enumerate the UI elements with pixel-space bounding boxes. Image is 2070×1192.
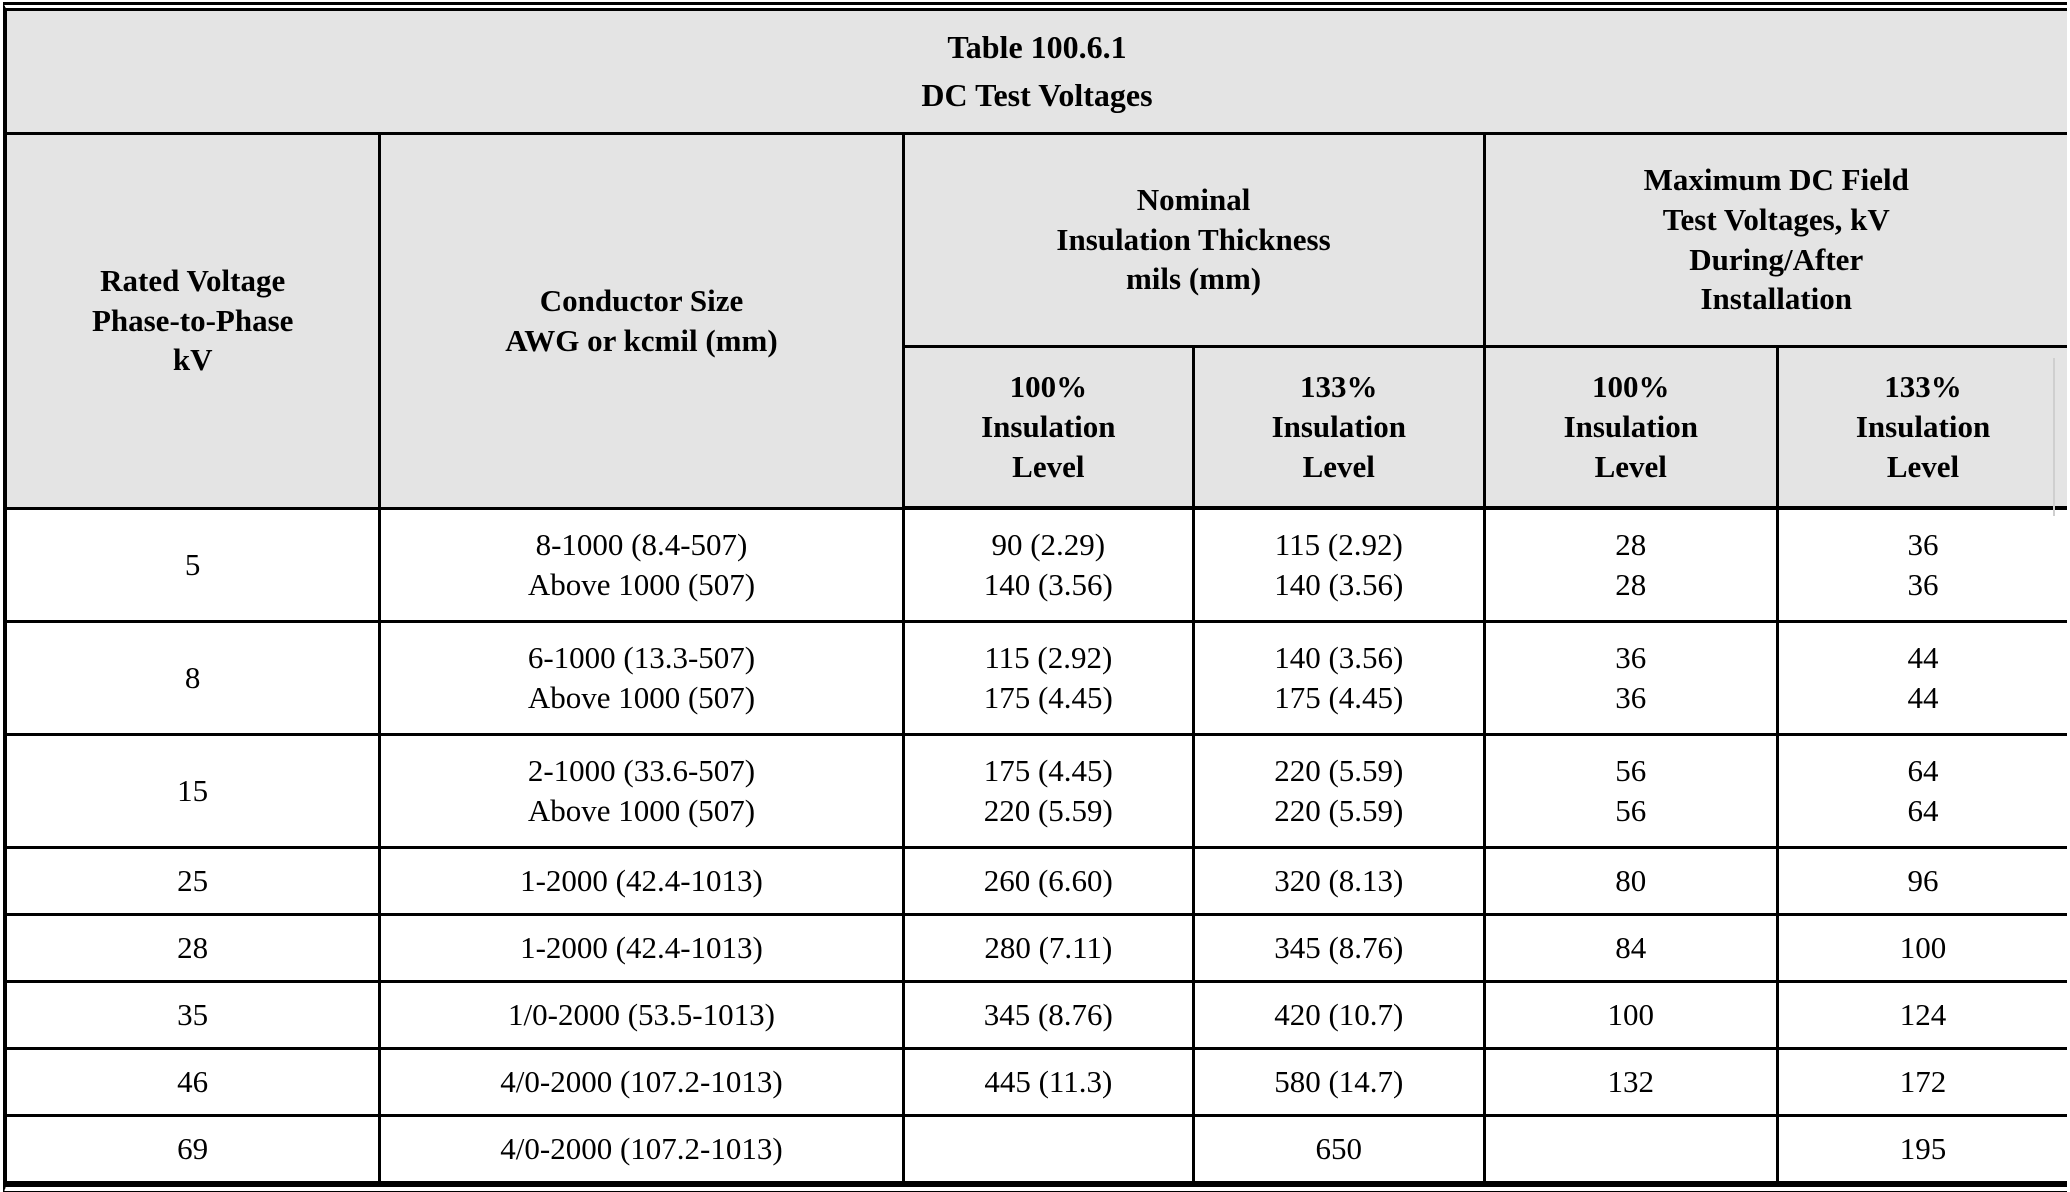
- cell-nominal-100: 280 (7.11): [901, 912, 1196, 983]
- subheader-maxdc-100: 100% Insulation Level: [1482, 344, 1780, 510]
- cell-nominal-100: [901, 1113, 1196, 1184]
- cell-maxdc-100: 56 56: [1482, 732, 1780, 849]
- cell-maxdc-100: 36 36: [1482, 619, 1780, 736]
- cell-conductor-size: 1/0-2000 (53.5-1013): [378, 979, 905, 1050]
- cell-conductor-size: 2-1000 (33.6-507) Above 1000 (507): [378, 732, 905, 849]
- cell-maxdc-100: 132: [1482, 1046, 1780, 1117]
- cell-rated-voltage: 28: [7, 912, 382, 983]
- cell-maxdc-133: 64 64: [1776, 732, 2067, 849]
- cell-nominal-133: 650: [1192, 1113, 1486, 1184]
- cell-maxdc-133: 44 44: [1776, 619, 2067, 736]
- cell-conductor-size: 8-1000 (8.4-507) Above 1000 (507): [378, 506, 905, 623]
- cell-rated-voltage: 8: [7, 619, 382, 736]
- subheader-nominal-133: 133% Insulation Level: [1192, 344, 1486, 510]
- cell-nominal-133: 420 (10.7): [1192, 979, 1486, 1050]
- header-group-row: Rated Voltage Phase-to-Phase kV Conducto…: [7, 131, 2067, 510]
- table-row: 15 2-1000 (33.6-507) Above 1000 (507) 17…: [7, 732, 2067, 849]
- header-rated-voltage: Rated Voltage Phase-to-Phase kV: [7, 131, 382, 510]
- cell-conductor-size: 6-1000 (13.3-507) Above 1000 (507): [378, 619, 905, 736]
- subheader-nominal-100: 100% Insulation Level: [903, 344, 1196, 510]
- cell-maxdc-133: 36 36: [1776, 506, 2067, 623]
- cell-conductor-size: 4/0-2000 (107.2-1013): [378, 1046, 905, 1117]
- cell-nominal-100: 175 (4.45) 220 (5.59): [901, 732, 1196, 849]
- cell-maxdc-133: 100: [1776, 912, 2067, 983]
- cell-nominal-133: 115 (2.92) 140 (3.56): [1192, 506, 1486, 623]
- cell-nominal-100: 90 (2.29) 140 (3.56): [901, 506, 1196, 623]
- subheader-maxdc-133: 133% Insulation Level: [1776, 344, 2067, 510]
- cell-rated-voltage: 69: [7, 1113, 382, 1184]
- subheader-row: 100% Insulation Level 133% Insulation Le…: [7, 344, 2067, 510]
- table-row: 69 4/0-2000 (107.2-1013) 650 195: [7, 1113, 2067, 1184]
- table-row: 25 1-2000 (42.4-1013) 260 (6.60) 320 (8.…: [7, 845, 2067, 916]
- header-conductor-size: Conductor Size AWG or kcmil (mm): [378, 131, 905, 510]
- cell-nominal-133: 220 (5.59) 220 (5.59): [1192, 732, 1486, 849]
- cell-nominal-133: 140 (3.56) 175 (4.45): [1192, 619, 1486, 736]
- cell-rated-voltage: 15: [7, 732, 382, 849]
- table-row: 35 1/0-2000 (53.5-1013) 345 (8.76) 420 (…: [7, 979, 2067, 1050]
- cell-maxdc-100: 100: [1482, 979, 1780, 1050]
- cell-nominal-133: 320 (8.13): [1192, 845, 1486, 916]
- cell-nominal-100: 445 (11.3): [901, 1046, 1196, 1117]
- cell-maxdc-133: 172: [1776, 1046, 2067, 1117]
- title-row: Table 100.6.1 DC Test Voltages: [7, 11, 2067, 135]
- table-row: 46 4/0-2000 (107.2-1013) 445 (11.3) 580 …: [7, 1046, 2067, 1117]
- cell-nominal-100: 260 (6.60): [901, 845, 1196, 916]
- table-row: 28 1-2000 (42.4-1013) 280 (7.11) 345 (8.…: [7, 912, 2067, 983]
- cell-rated-voltage: 35: [7, 979, 382, 1050]
- table-row: 8 6-1000 (13.3-507) Above 1000 (507) 115…: [7, 619, 2067, 736]
- table-row: 5 8-1000 (8.4-507) Above 1000 (507) 90 (…: [7, 506, 2067, 623]
- cell-nominal-133: 580 (14.7): [1192, 1046, 1486, 1117]
- cell-maxdc-133: 96: [1776, 845, 2067, 916]
- table-container: Table 100.6.1 DC Test Voltages Rated Vol…: [3, 2, 2067, 1192]
- header-nominal-insulation-group: Nominal Insulation Thickness mils (mm): [901, 131, 1486, 348]
- cell-rated-voltage: 46: [7, 1046, 382, 1117]
- cell-maxdc-100: [1482, 1113, 1780, 1184]
- cell-maxdc-100: 80: [1482, 845, 1780, 916]
- cell-maxdc-133: 195: [1776, 1113, 2067, 1184]
- cell-maxdc-100: 84: [1482, 912, 1780, 983]
- cell-nominal-133: 345 (8.76): [1192, 912, 1486, 983]
- cell-rated-voltage: 25: [7, 845, 382, 916]
- cell-conductor-size: 4/0-2000 (107.2-1013): [378, 1113, 905, 1184]
- dc-test-voltages-table: Table 100.6.1 DC Test Voltages Rated Vol…: [7, 11, 2067, 1184]
- table-title: Table 100.6.1 DC Test Voltages: [7, 11, 2067, 135]
- cropped-column-border: [2053, 358, 2055, 516]
- cell-maxdc-100: 28 28: [1482, 506, 1780, 623]
- cell-nominal-100: 345 (8.76): [901, 979, 1196, 1050]
- cell-nominal-100: 115 (2.92) 175 (4.45): [901, 619, 1196, 736]
- cell-conductor-size: 1-2000 (42.4-1013): [378, 912, 905, 983]
- header-max-dc-group: Maximum DC Field Test Voltages, kV Durin…: [1482, 131, 2067, 348]
- cell-rated-voltage: 5: [7, 506, 382, 623]
- cell-maxdc-133: 124: [1776, 979, 2067, 1050]
- cell-conductor-size: 1-2000 (42.4-1013): [378, 845, 905, 916]
